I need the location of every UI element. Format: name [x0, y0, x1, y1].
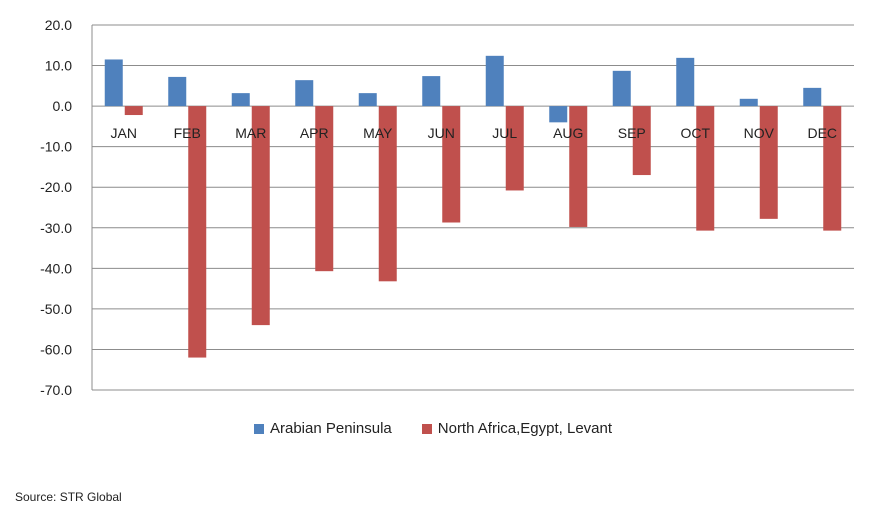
bar-arabian-peninsula-nov — [739, 98, 758, 107]
x-category-label: SEP — [618, 125, 646, 141]
gridlines — [91, 24, 854, 391]
bar-arabian-peninsula-mar — [231, 93, 250, 107]
bar-north-africa-aug — [569, 106, 588, 227]
y-tick-label: -10.0 — [40, 139, 72, 155]
bar-arabian-peninsula-feb — [168, 76, 187, 107]
bar-arabian-peninsula-oct — [676, 57, 695, 107]
y-axis-tick-labels: 20.0 10.0 0.0 -10.0 -20.0 -30.0 -40.0 -50.0 -60.… — [40, 17, 72, 398]
bar-north-africa-feb — [188, 106, 207, 358]
x-category-label: JAN — [111, 125, 137, 141]
bars — [104, 55, 842, 358]
bar-arabian-peninsula-apr — [295, 80, 314, 107]
legend-swatch-red — [421, 423, 432, 434]
legend-label-north-africa: North Africa,Egypt, Levant — [437, 420, 613, 437]
x-category-label: OCT — [680, 125, 710, 141]
bar-arabian-peninsula-may — [358, 93, 377, 107]
legend-label-arabian-peninsula: Arabian Peninsula — [270, 420, 392, 437]
bar-north-africa-mar — [251, 106, 270, 326]
x-category-label: DEC — [807, 125, 837, 141]
bar-north-africa-dec — [823, 106, 842, 231]
y-tick-label: 10.0 — [45, 58, 72, 74]
legend-item-arabian-peninsula: Arabian Peninsula — [254, 420, 392, 437]
chart-legend: Arabian Peninsula North Africa,Egypt, Le… — [254, 420, 642, 437]
x-category-label: APR — [300, 125, 329, 141]
y-tick-label: 20.0 — [45, 17, 72, 33]
y-tick-label: -20.0 — [40, 179, 72, 195]
x-category-label: JUN — [428, 125, 455, 141]
bar-north-africa-apr — [315, 106, 334, 272]
y-tick-label: -60.0 — [40, 341, 72, 357]
y-tick-label: -40.0 — [40, 260, 72, 276]
bar-arabian-peninsula-jul — [485, 55, 504, 107]
bar-north-africa-sep — [632, 106, 651, 176]
bar-north-africa-nov — [759, 106, 778, 219]
y-tick-label: -50.0 — [40, 301, 72, 317]
x-category-label: MAY — [363, 125, 393, 141]
y-tick-label: 0.0 — [53, 98, 73, 114]
bar-arabian-peninsula-jan — [104, 59, 123, 107]
x-category-label: NOV — [744, 125, 775, 141]
bar-north-africa-may — [378, 106, 397, 282]
y-tick-label: -30.0 — [40, 220, 72, 236]
y-tick-label: -70.0 — [40, 382, 72, 398]
bar-arabian-peninsula-sep — [612, 70, 631, 107]
legend-swatch-blue — [254, 423, 264, 434]
x-category-label: MAR — [235, 125, 266, 141]
bar-arabian-peninsula-aug — [549, 106, 568, 123]
bar-north-africa-jul — [505, 106, 524, 191]
bar-arabian-peninsula-jun — [422, 76, 441, 107]
bar-north-africa-jan — [124, 106, 143, 116]
x-category-label: FEB — [174, 125, 201, 141]
source-note: Source: STR Global — [15, 490, 122, 504]
bar-north-africa-oct — [696, 106, 715, 231]
x-axis-category-labels: JAN FEB MAR APR MAY JUN JUL AUG SEP OCT NOV DEC — [111, 125, 838, 141]
bar-north-africa-jun — [442, 106, 461, 223]
x-category-label: JUL — [492, 125, 517, 141]
x-category-label: AUG — [553, 125, 583, 141]
bar-arabian-peninsula-dec — [803, 87, 822, 107]
legend-item-north-africa: North Africa,Egypt, Levant — [421, 420, 613, 437]
